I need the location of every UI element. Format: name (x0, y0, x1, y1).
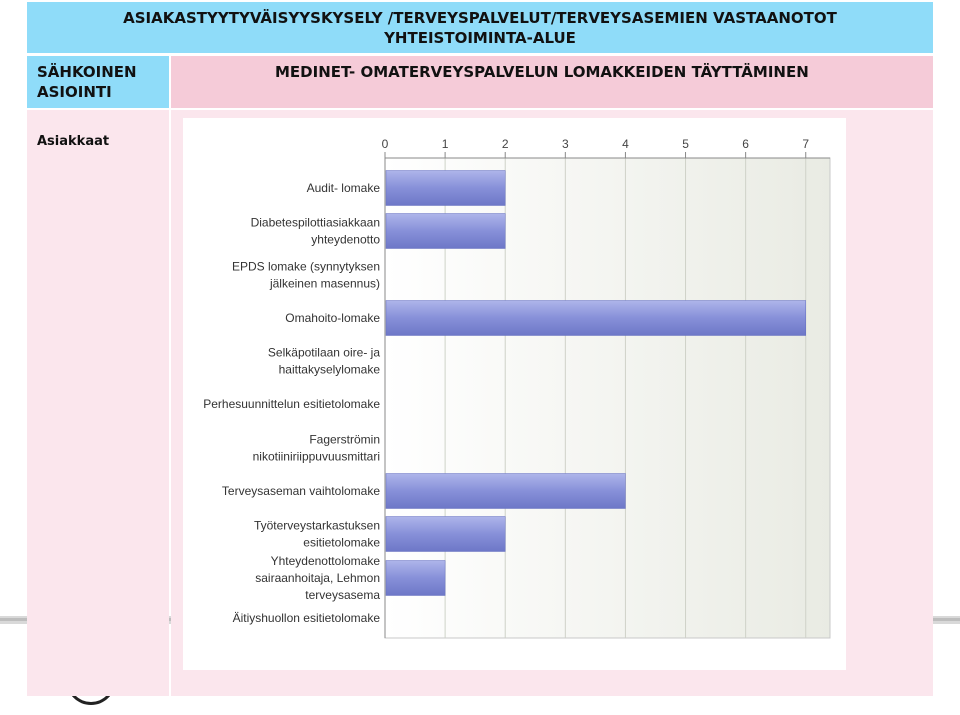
y-category-label: Äitiyshuollon esitietolomake (233, 611, 381, 625)
y-category-label: Selkäpotilaan oire- ja (268, 346, 380, 360)
y-category-label: Perhesuunnittelun esitietolomake (203, 397, 380, 411)
x-tick-label: 7 (802, 137, 809, 151)
y-category-label: haittakyselylomake (279, 363, 381, 377)
header-title-line2: YHTEISTOIMINTA-ALUE (384, 29, 576, 47)
bar (385, 516, 506, 552)
header-title-line1: ASIAKASTYYTYVÄISYYSKYSELY /TERVEYSPALVEL… (123, 9, 837, 27)
x-tick-label: 6 (742, 137, 749, 151)
y-category-label: nikotiiniriippuvuusmittari (253, 450, 380, 464)
y-category-label: yhteydenotto (311, 233, 380, 247)
y-category-label: Fagerströmin (309, 433, 380, 447)
chart-container: 0 1 2 3 4 5 6 7 Audit- lomake Diabetespilottiasia… (183, 118, 846, 670)
section-title-text: MEDINET- OMATERVEYSPALVELUN LOMAKKEIDEN … (275, 63, 809, 81)
bar-chart: 0 1 2 3 4 5 6 7 Audit- lomake Diabetespilottiasia… (203, 137, 831, 639)
y-category-label: jälkeinen masennus) (269, 277, 380, 291)
y-category-label: sairaanhoitaja, Lehmon (255, 571, 380, 585)
x-tick-label: 5 (682, 137, 689, 151)
header-title: ASIAKASTYYTYVÄISYYSKYSELY /TERVEYSPALVEL… (27, 2, 933, 53)
x-tick-label: 0 (382, 137, 389, 151)
x-tick-label: 4 (622, 137, 629, 151)
section-category: SÄHKOINEN ASIOINTI (27, 56, 169, 108)
y-category-label: Terveysaseman vaihtolomake (222, 484, 380, 498)
bar (385, 170, 506, 206)
section-title: MEDINET- OMATERVEYSPALVELUN LOMAKKEIDEN … (171, 56, 933, 108)
y-category-label: Audit- lomake (307, 181, 381, 195)
bar (385, 300, 806, 336)
y-category-label: esitietolomake (303, 536, 380, 550)
y-category-label: Yhteydenottolomake (271, 554, 381, 568)
bar (385, 560, 446, 596)
y-category-label: EPDS lomake (synnytyksen (232, 260, 380, 274)
y-category-label: Työterveystarkastuksen (254, 519, 380, 533)
x-tick-label: 2 (502, 137, 509, 151)
x-tick-label: 3 (562, 137, 569, 151)
section-category-line2: ASIOINTI (37, 83, 112, 101)
y-category-label: Omahoito-lomake (285, 311, 380, 325)
section-category-line1: SÄHKOINEN (37, 63, 137, 81)
row-label: Asiakkaat (37, 134, 110, 149)
x-tick-label: 1 (442, 137, 449, 151)
y-category-label: terveysasema (305, 588, 380, 602)
y-category-label: Diabetespilottiasiakkaan (251, 216, 380, 230)
bar (385, 473, 626, 509)
row-label-cell: Asiakkaat (27, 110, 169, 696)
bar (385, 213, 506, 249)
